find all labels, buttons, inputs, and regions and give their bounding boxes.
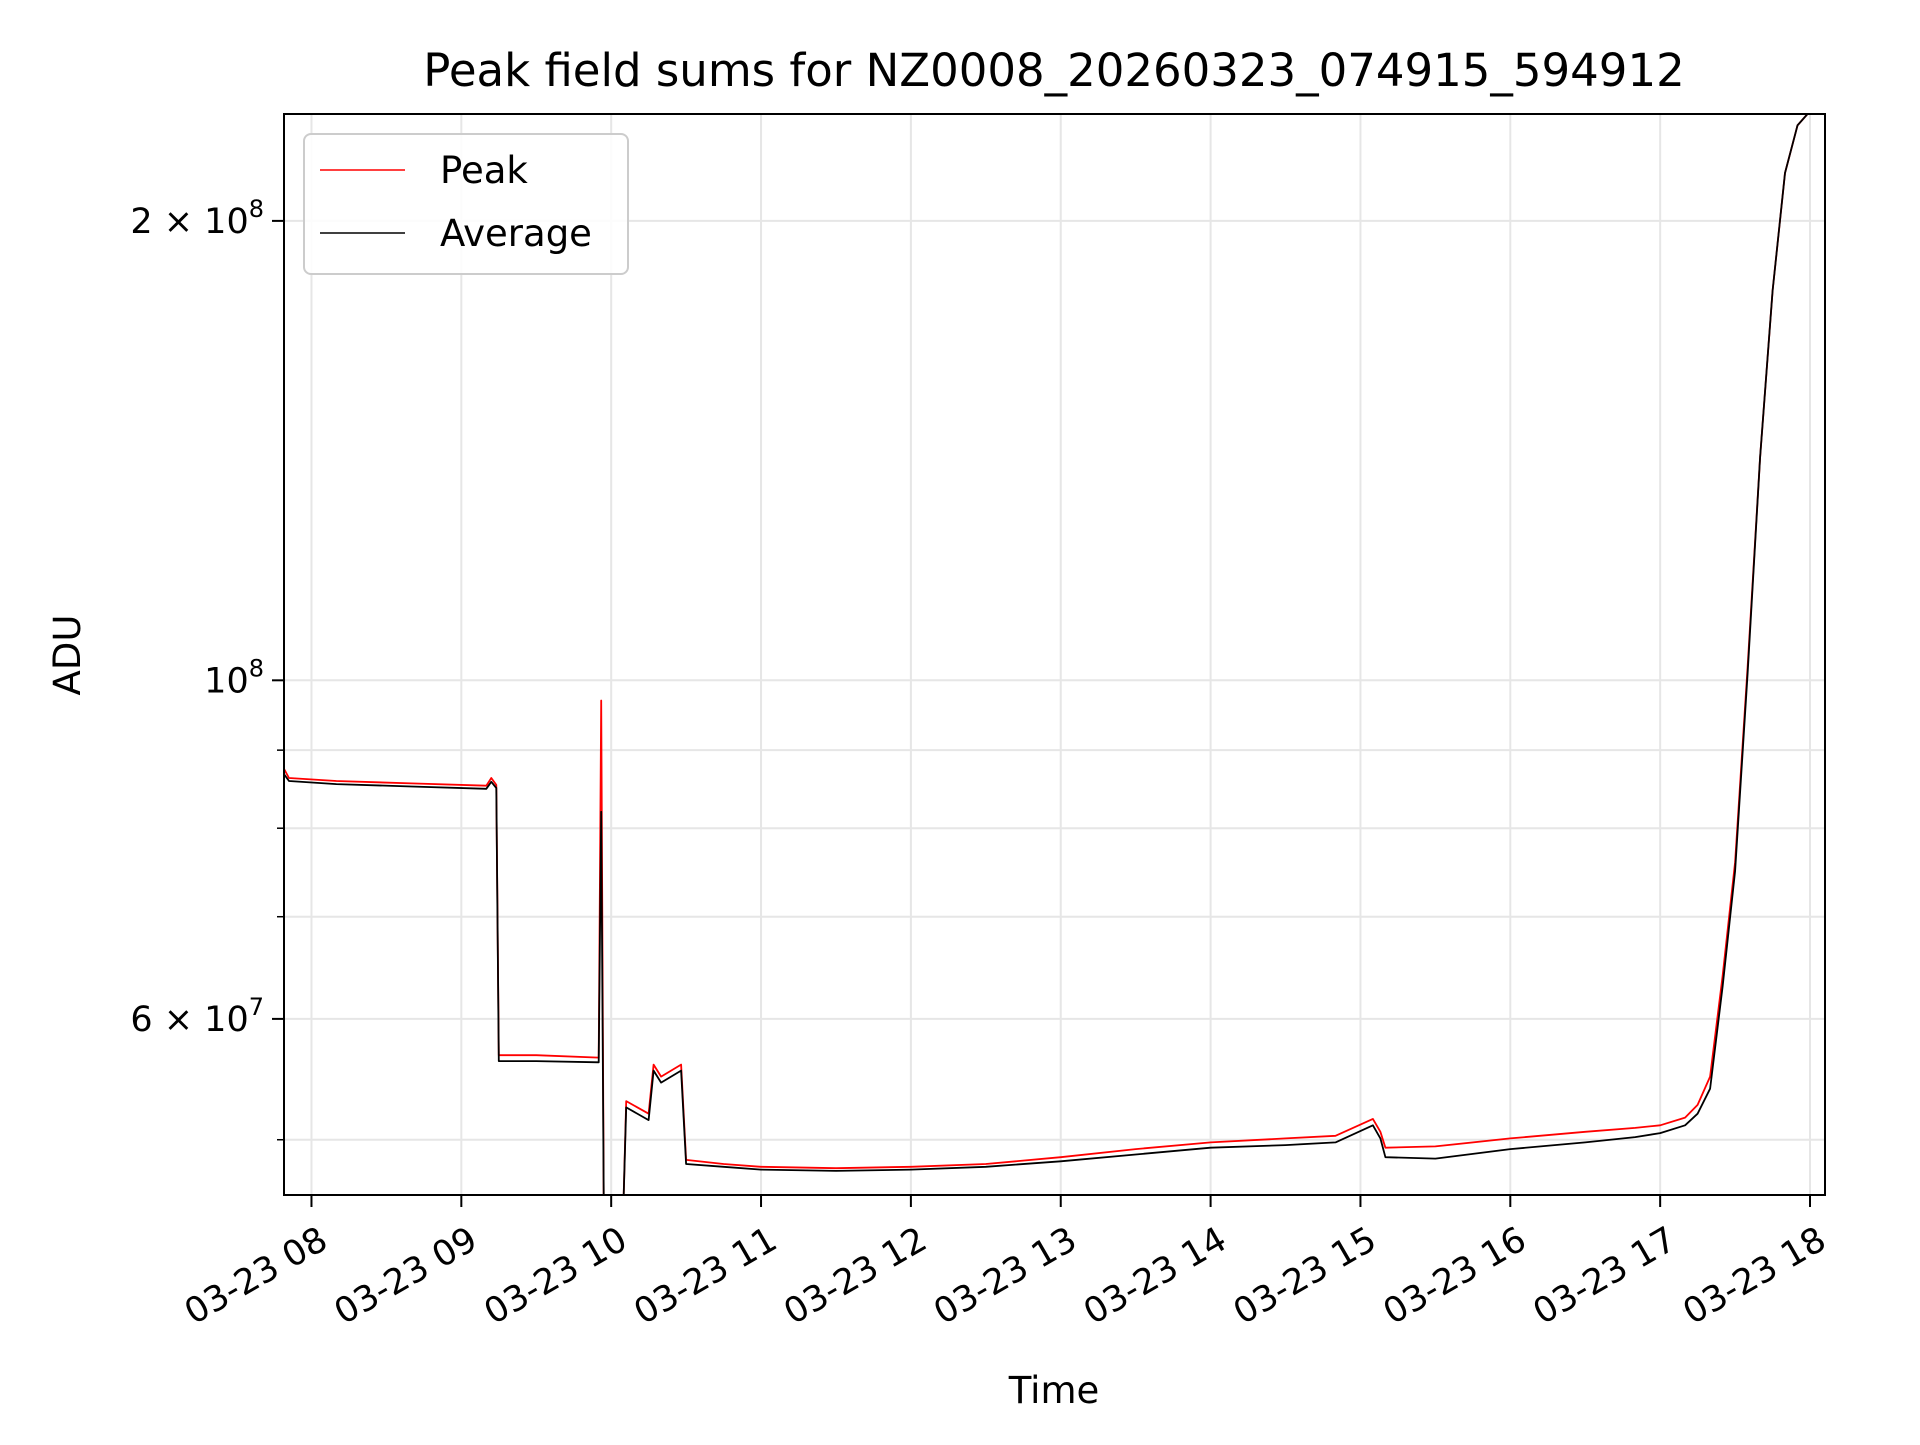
y-tick-label: 108 [204,654,264,701]
y-axis-ticks: 6 × 107 108 2 × 108 [130,195,284,1141]
grid [284,114,1825,1195]
y-axis-label: ADU [46,615,89,696]
chart-title: Peak field sums for NZ0008_20260323_0749… [423,44,1684,97]
plot-frame [283,113,1826,1196]
legend-label-average: Average [440,212,592,255]
legend-box [303,133,629,275]
plot-area [284,114,1825,1195]
series-group [284,114,1809,1195]
y-tick-label: 2 × 108 [130,195,264,242]
x-axis-label: Time [1008,1369,1100,1412]
legend: Peak Average [303,133,629,275]
series-line-peak [284,114,1809,1195]
series-line-average [284,114,1809,1195]
legend-label-peak: Peak [440,149,528,192]
y-tick-label: 6 × 107 [130,993,264,1040]
